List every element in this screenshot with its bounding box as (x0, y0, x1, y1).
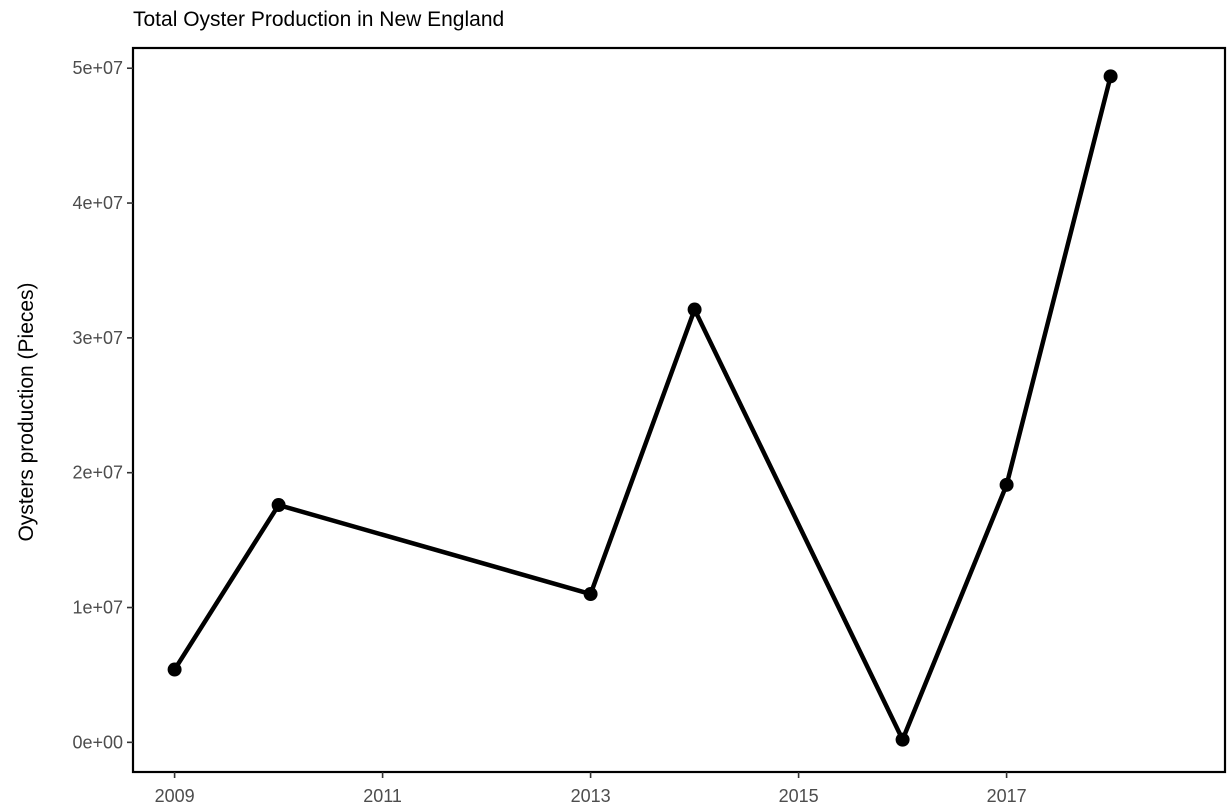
chart-title: Total Oyster Production in New England (133, 8, 504, 31)
data-point (583, 587, 598, 602)
data-point (687, 302, 702, 317)
x-tick-label: 2015 (779, 786, 819, 806)
data-point (895, 732, 910, 747)
data-point (1103, 69, 1118, 84)
y-tick-label: 3e+07 (72, 328, 123, 348)
y-tick-label: 2e+07 (72, 463, 123, 483)
y-tick-label: 4e+07 (72, 193, 123, 213)
data-point (999, 477, 1014, 492)
series-line (172, 74, 1113, 742)
x-tick-label: 2013 (571, 786, 611, 806)
ticks: 0e+00 1e+07 2e+07 3e+07 4e+07 5e+07 2009 2011 20… (72, 58, 1026, 806)
axes (131, 46, 1227, 774)
x-tick-label: 2009 (155, 786, 195, 806)
y-tick-label: 5e+07 (72, 58, 123, 78)
x-tick-label: 2011 (363, 786, 402, 806)
data-point (167, 662, 182, 677)
data-marks (167, 69, 1118, 747)
data-point (271, 498, 286, 513)
x-tick-label: 2017 (987, 786, 1027, 806)
y-axis-title: Oysters production (Pieces) (15, 282, 38, 541)
y-tick-label: 0e+00 (72, 732, 123, 752)
y-tick-label: 1e+07 (72, 598, 123, 618)
plot-panel-border (131, 46, 1227, 774)
